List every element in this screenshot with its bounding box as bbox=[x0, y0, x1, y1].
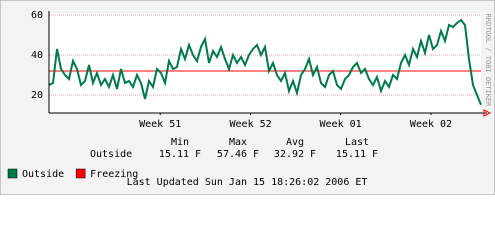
x-axis-arrow bbox=[483, 109, 492, 117]
side-label: RRDTOOL / TOBI OETIKER bbox=[484, 14, 492, 108]
stats-cell: 32.92 F bbox=[274, 149, 316, 160]
legend-swatch bbox=[75, 168, 86, 179]
y-tick-label: 60 bbox=[31, 10, 43, 21]
plot-area bbox=[49, 13, 481, 113]
x-tick-label: Week 51 bbox=[139, 119, 181, 130]
x-tick-label: Week 01 bbox=[320, 119, 362, 130]
y-tick-label: 40 bbox=[31, 50, 43, 61]
stats-header: Avg bbox=[286, 137, 304, 148]
stats-cell: 57.46 F bbox=[217, 149, 259, 160]
legend-label: Outside bbox=[22, 169, 64, 180]
x-tick-label: Week 02 bbox=[410, 119, 452, 130]
x-tick-label: Week 52 bbox=[230, 119, 272, 130]
stats-header: Max bbox=[229, 137, 247, 148]
chart: RRDTOOL / TOBI OETIKER Last Updated Sun … bbox=[0, 0, 495, 195]
stats-cell: 15.11 F bbox=[159, 149, 201, 160]
legend-label: Freezing bbox=[90, 169, 138, 180]
page: {"chart_data": { "type": "line", "xlim":… bbox=[0, 0, 495, 195]
stats-header: Last bbox=[345, 137, 369, 148]
stats-cell: 15.11 F bbox=[336, 149, 378, 160]
series-line bbox=[48, 18, 482, 106]
y-tick-label: 20 bbox=[31, 90, 43, 101]
stats-header: Min bbox=[171, 137, 189, 148]
legend-swatch bbox=[7, 168, 18, 179]
footer: Last Updated Sun Jan 15 18:26:02 2006 ET bbox=[127, 177, 368, 188]
stats-row-label: Outside bbox=[90, 149, 132, 160]
